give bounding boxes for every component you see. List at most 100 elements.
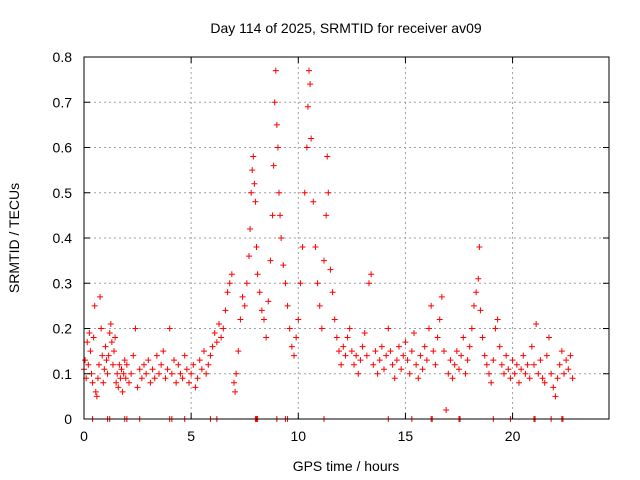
data-point [138,375,145,382]
data-point [471,302,477,309]
data-point [434,334,441,341]
data-point [282,280,289,287]
data-point [97,293,104,300]
data-point [312,244,319,251]
data-point [316,302,323,309]
data-point [359,343,366,350]
data-point [451,361,458,368]
data-point [398,366,405,373]
data-point [443,406,450,413]
data-point [561,370,567,377]
data-point [286,325,293,332]
x-tick-label: 10 [290,428,306,444]
data-point [556,361,563,368]
data-point [453,348,460,355]
data-point [518,366,525,373]
data-point [306,67,312,74]
data-point [318,325,325,332]
data-point [243,280,250,287]
data-point [82,357,89,364]
data-point [141,361,147,368]
data-point [123,361,130,368]
data-point [327,266,334,273]
data-point [224,289,231,296]
data-point [284,302,291,309]
data-point [232,388,239,395]
data-point [522,370,529,377]
data-point [249,167,256,174]
data-point [537,357,544,364]
data-point [374,370,381,377]
data-point [205,361,212,368]
data-point [400,352,407,359]
data-point [548,370,555,377]
data-point [192,384,199,391]
data-point [93,393,100,400]
data-point [498,361,505,368]
data-point [267,257,274,264]
data-point [310,198,317,205]
data-point [179,375,186,382]
data-point [246,253,252,260]
data-point [445,370,452,377]
data-point [149,366,156,373]
data-point [104,370,111,377]
y-tick-labels: 0 0.1 0.2 0.3 0.4 0.5 0.6 0.7 0.8 [53,49,73,427]
x-tick-labels: 0 5 10 15 20 [80,428,520,444]
data-point [272,67,279,74]
data-point [441,348,447,355]
data-point [102,343,109,350]
data-point [415,375,422,382]
data-point [130,352,137,359]
data-point [151,375,158,382]
data-point [503,352,510,359]
data-point [295,316,302,323]
data-point [481,352,488,359]
data-point [372,348,379,355]
data-point [89,379,96,386]
data-point [233,370,240,377]
data-point [181,352,188,359]
data-point [338,361,345,368]
data-point [432,361,439,368]
data-point [160,348,167,355]
data-point [220,325,227,332]
data-point [490,357,497,364]
y-axis-label: SRMTID / TECUs [6,183,22,293]
data-point [569,375,576,382]
data-point [164,366,171,373]
data-point [207,352,214,359]
data-point [117,375,124,382]
data-point [145,357,152,364]
data-point [325,189,332,196]
data-point [456,366,462,373]
data-point [194,375,201,382]
data-point [539,375,546,382]
data-point [402,339,409,346]
data-point [355,370,362,377]
data-point [303,144,310,151]
data-point [421,343,428,350]
x-axis-label: GPS time / hours [293,458,400,474]
data-point [263,334,270,341]
data-point [543,352,550,359]
data-point [411,330,417,337]
data-point [239,293,246,300]
data-point [288,343,295,350]
data-point [378,343,385,350]
y-tick-label: 0 [64,411,72,427]
data-point [156,370,162,377]
data-point [108,339,115,346]
data-point [505,366,512,373]
data-point [247,225,254,232]
data-point [92,388,99,395]
data-point [308,135,315,142]
data-point [228,271,235,278]
data-point [190,361,197,368]
data-point [511,370,518,377]
data-point [476,244,483,251]
data-point [447,357,454,364]
data-point [297,280,304,287]
data-point [516,379,522,386]
data-point [134,384,141,391]
